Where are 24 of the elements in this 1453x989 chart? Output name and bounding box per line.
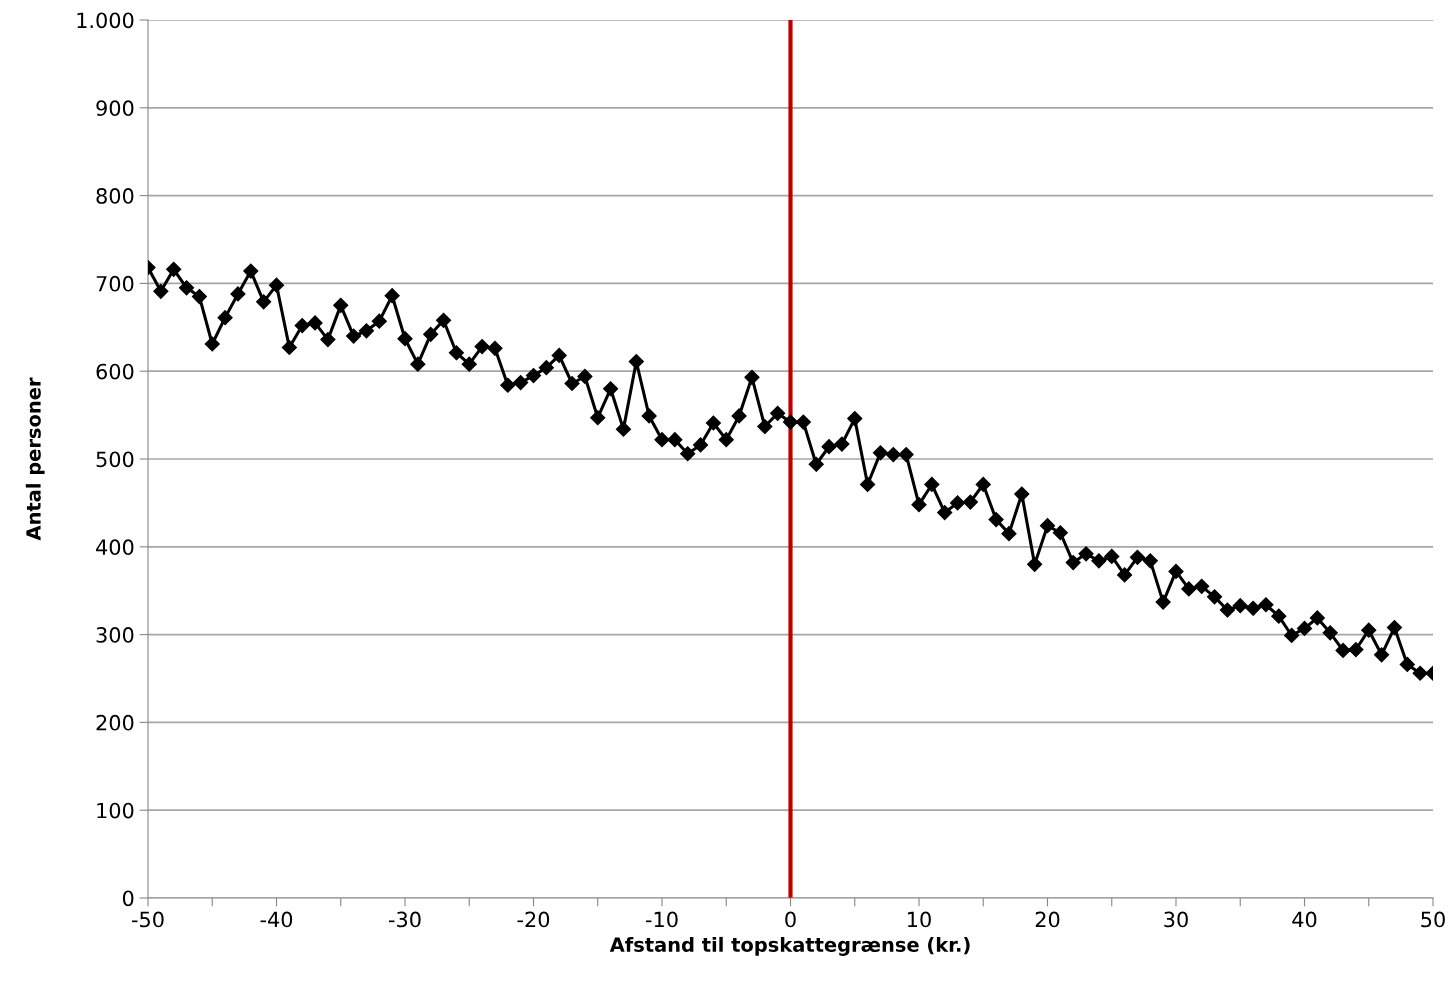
y-tick-label: 800 — [96, 188, 134, 204]
y-tick-label: 300 — [96, 627, 134, 643]
x-tick-label: 40 — [1292, 911, 1317, 928]
x-axis-title: Afstand til topskattegrænse (kr.) — [609, 936, 970, 956]
x-tick-label: -30 — [389, 911, 421, 928]
y-tick-label: 400 — [96, 539, 134, 556]
x-tick-label: 50 — [1421, 911, 1445, 928]
x-tick-label: -50 — [132, 911, 164, 928]
y-tick-label: 1.000 — [77, 12, 134, 29]
x-tick-label: 10 — [908, 911, 931, 928]
x-tick-label: 0 — [785, 911, 796, 928]
x-tick-label: -10 — [646, 911, 678, 928]
y-tick-label: 100 — [97, 802, 134, 819]
y-tick-label: 600 — [96, 363, 134, 380]
y-tick-label: 200 — [96, 714, 134, 731]
y-tick-label: 900 — [96, 100, 134, 117]
x-tick-label: 20 — [1035, 911, 1060, 928]
y-tick-label: 0 — [122, 890, 134, 907]
x-tick-label: -40 — [260, 911, 293, 928]
y-tick-label: 500 — [96, 451, 134, 468]
y-tick-label: 700 — [96, 275, 134, 292]
y-axis-title: Antal personer — [25, 377, 45, 541]
x-tick-label: -20 — [517, 911, 550, 928]
x-tick-label: 30 — [1164, 911, 1188, 928]
